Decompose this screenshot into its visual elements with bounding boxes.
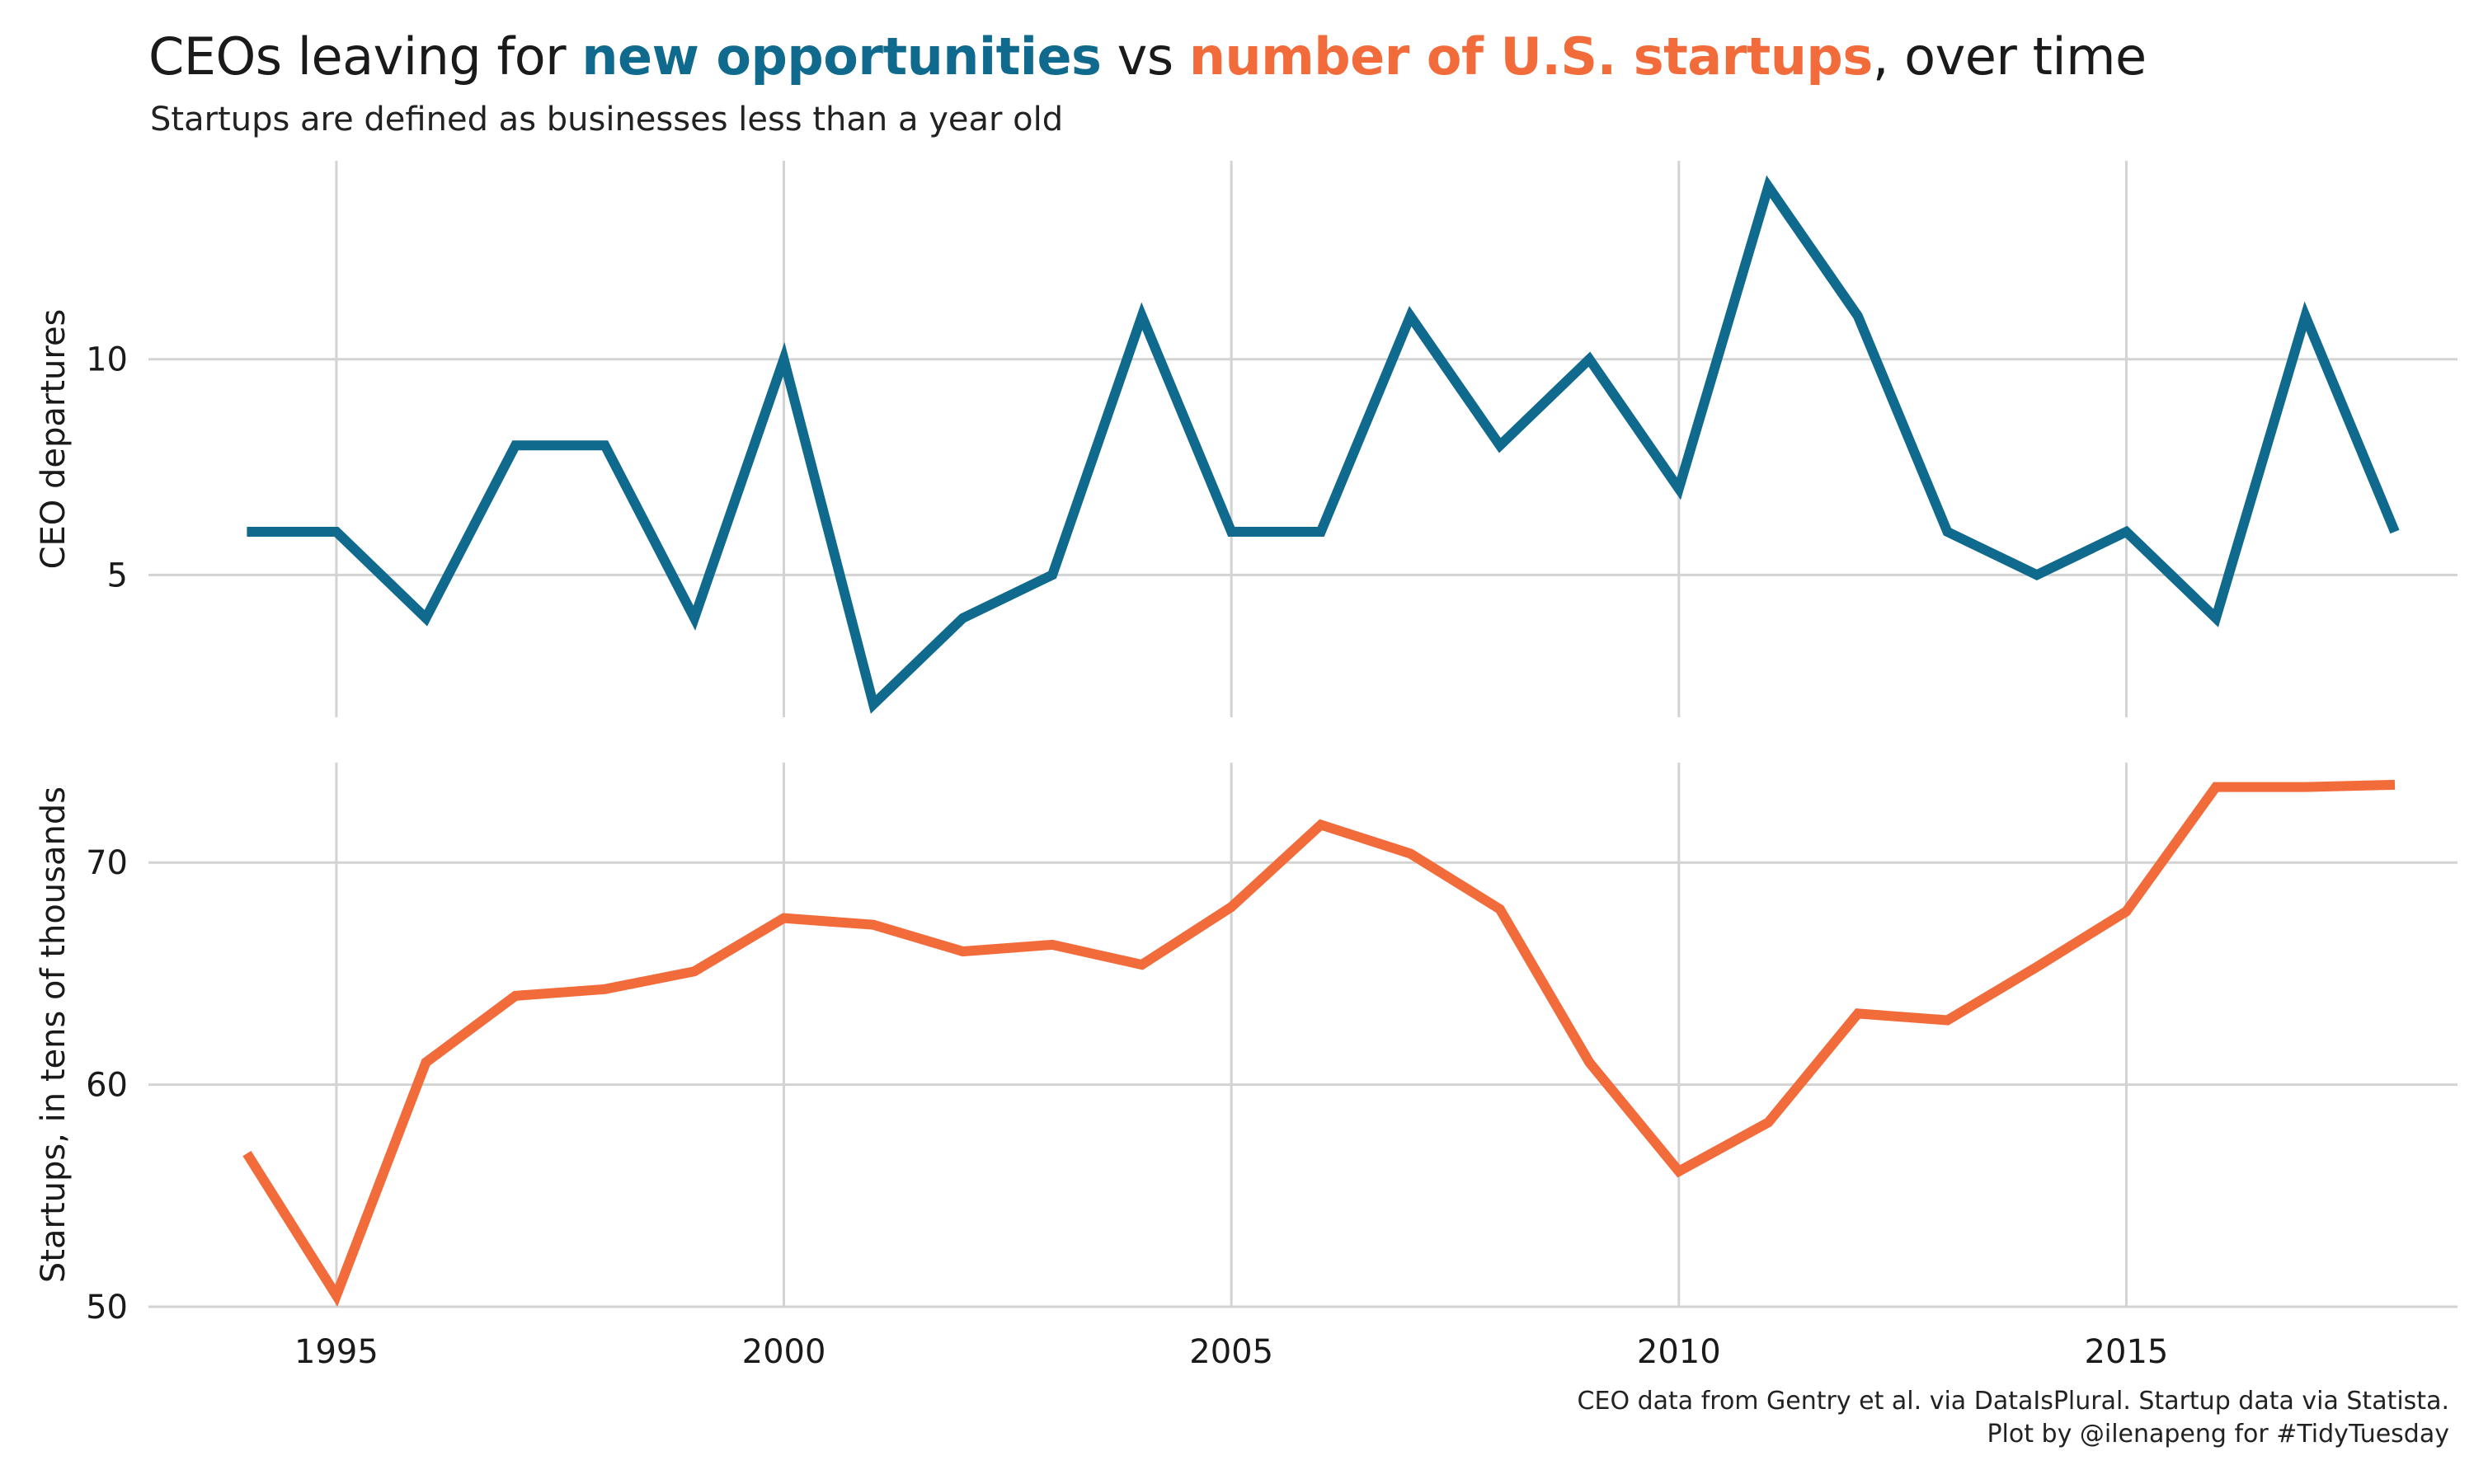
- startups-ytick-label-70: 70: [86, 844, 128, 882]
- startups-ytick-label-60: 60: [86, 1067, 128, 1105]
- chart-subtitle: Startups are defined as businesses less …: [150, 101, 1064, 139]
- startups-y-axis-label: Startups, in tens of thousands: [35, 787, 73, 1283]
- x-tick-label-2010: 2010: [1637, 1333, 1721, 1371]
- caption-line-1: CEO data from Gentry et al. via DataIsPl…: [1577, 1387, 2449, 1416]
- title-highlight-startups: number of U.S. startups: [1188, 26, 1873, 87]
- title-middle: vs: [1101, 26, 1189, 87]
- x-tick-label-1995: 1995: [294, 1333, 379, 1371]
- title-prefix: CEOs leaving for: [148, 26, 582, 87]
- chart-title: CEOs leaving for new opportunities vs nu…: [148, 26, 2147, 87]
- ceo-ytick-label-5: 5: [107, 556, 128, 594]
- ceo-ytick-label-10: 10: [86, 341, 128, 379]
- x-tick-label-2005: 2005: [1189, 1333, 1273, 1371]
- title-suffix: , over time: [1872, 26, 2147, 87]
- caption-line-2: Plot by @ilenapeng for #TidyTuesday: [1987, 1420, 2449, 1449]
- x-tick-label-2000: 2000: [742, 1333, 826, 1371]
- startups-series-line: [242, 779, 2396, 1307]
- chart-caption: CEO data from Gentry et al. via DataIsPl…: [1578, 1385, 2449, 1451]
- startups-ytick-label-50: 50: [86, 1289, 128, 1327]
- x-tick-label-2015: 2015: [2085, 1333, 2169, 1371]
- ceo-series-line: [247, 175, 2400, 714]
- ceo-y-axis-label: CEO departures: [35, 309, 73, 570]
- title-highlight-ceo: new opportunities: [581, 26, 1102, 87]
